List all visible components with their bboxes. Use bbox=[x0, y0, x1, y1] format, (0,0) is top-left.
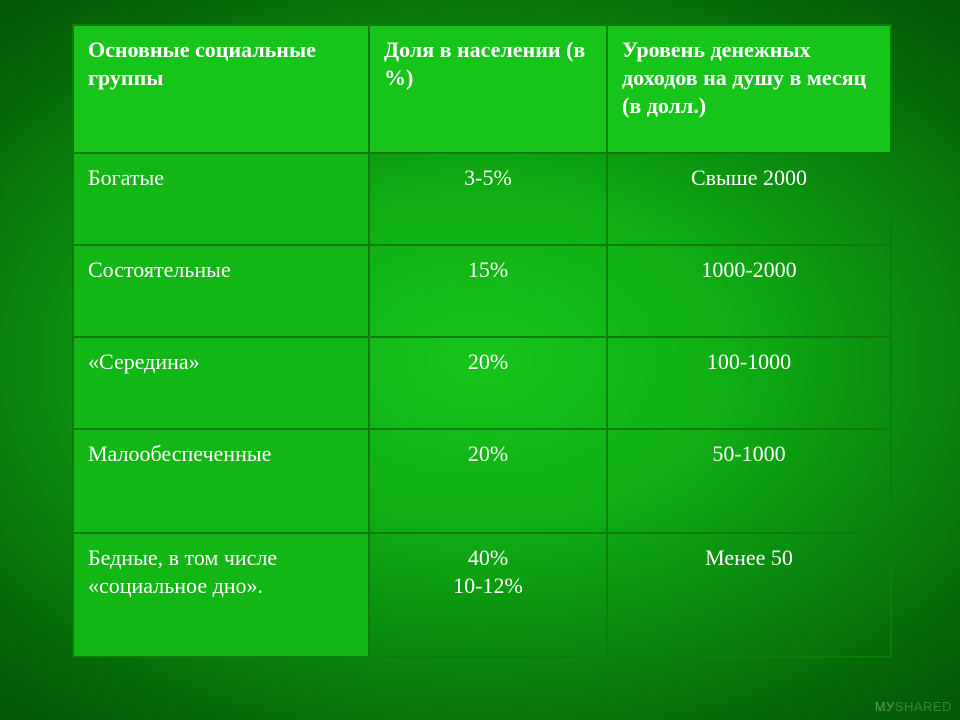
cell-income: 100-1000 bbox=[607, 337, 891, 429]
header-col-groups: Основные социальные группы bbox=[73, 25, 369, 153]
watermark-part1: МУ bbox=[875, 699, 895, 714]
cell-group: «Середина» bbox=[73, 337, 369, 429]
cell-income: Менее 50 bbox=[607, 533, 891, 657]
cell-income: 50-1000 bbox=[607, 429, 891, 533]
cell-income: Свыше 2000 bbox=[607, 153, 891, 245]
table-row: Богатые 3-5% Свыше 2000 bbox=[73, 153, 891, 245]
cell-share: 40% 10-12% bbox=[369, 533, 607, 657]
cell-share: 20% bbox=[369, 337, 607, 429]
cell-group: Состоятельные bbox=[73, 245, 369, 337]
header-col-share: Доля в населении (в %) bbox=[369, 25, 607, 153]
cell-share: 20% bbox=[369, 429, 607, 533]
table-row: Малообеспеченные 20% 50-1000 bbox=[73, 429, 891, 533]
watermark: МУSHARED bbox=[875, 699, 952, 714]
social-groups-table: Основные социальные группы Доля в населе… bbox=[72, 24, 892, 658]
cell-share: 15% bbox=[369, 245, 607, 337]
cell-group: Бедные, в том числе «социальное дно». bbox=[73, 533, 369, 657]
table-row: «Середина» 20% 100-1000 bbox=[73, 337, 891, 429]
cell-share: 3-5% bbox=[369, 153, 607, 245]
cell-income: 1000-2000 bbox=[607, 245, 891, 337]
table-row: Бедные, в том числе «социальное дно». 40… bbox=[73, 533, 891, 657]
slide-background: Основные социальные группы Доля в населе… bbox=[0, 0, 960, 720]
cell-group: Богатые bbox=[73, 153, 369, 245]
table-header-row: Основные социальные группы Доля в населе… bbox=[73, 25, 891, 153]
table-row: Состоятельные 15% 1000-2000 bbox=[73, 245, 891, 337]
cell-group: Малообеспеченные bbox=[73, 429, 369, 533]
header-col-income: Уровень денежных доходов на душу в месяц… bbox=[607, 25, 891, 153]
watermark-part2: SHARED bbox=[895, 699, 952, 714]
